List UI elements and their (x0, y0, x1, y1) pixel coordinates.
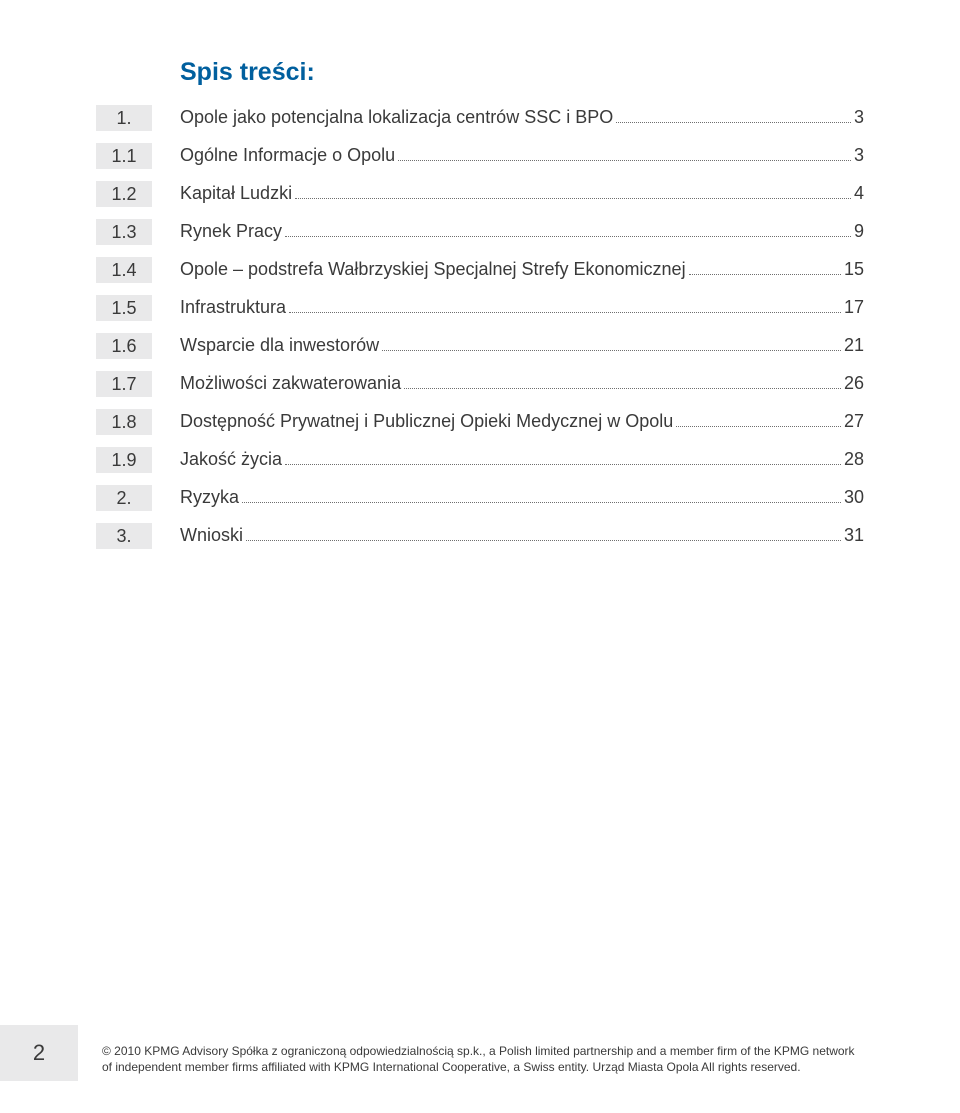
toc-number-box: 3. (96, 523, 152, 549)
toc-leader (246, 523, 841, 541)
toc-row: 1.7 Możliwości zakwaterowania 26 (96, 371, 864, 397)
toc-label: Ryzyka (180, 485, 239, 509)
toc-number-box: 1.1 (96, 143, 152, 169)
toc-title: Spis treści: (180, 58, 864, 87)
toc-row: 3. Wnioski 31 (96, 523, 864, 549)
toc-leader (295, 181, 851, 199)
toc-row: 2. Ryzyka 30 (96, 485, 864, 511)
toc-number-box: 1.2 (96, 181, 152, 207)
toc-label: Infrastruktura (180, 295, 286, 319)
toc-label: Opole jako potencjalna lokalizacja centr… (180, 105, 613, 129)
toc-label: Ogólne Informacje o Opolu (180, 143, 395, 167)
footer: 2 © 2010 KPMG Advisory Spółka z ogranicz… (0, 1025, 960, 1081)
toc-leader (616, 105, 851, 123)
toc-page: 17 (844, 295, 864, 319)
toc-number-box: 1. (96, 105, 152, 131)
toc-label-wrap: Wsparcie dla inwestorów 21 (180, 333, 864, 357)
toc-label-wrap: Możliwości zakwaterowania 26 (180, 371, 864, 395)
toc-label: Możliwości zakwaterowania (180, 371, 401, 395)
toc-number-box: 2. (96, 485, 152, 511)
toc-number-box: 1.5 (96, 295, 152, 321)
toc-leader (404, 371, 841, 389)
toc-row: 1.3 Rynek Pracy 9 (96, 219, 864, 245)
toc-row: 1.2 Kapitał Ludzki 4 (96, 181, 864, 207)
toc-row: 1.5 Infrastruktura 17 (96, 295, 864, 321)
toc-row: 1.8 Dostępność Prywatnej i Publicznej Opi… (96, 409, 864, 435)
toc-page: 30 (844, 485, 864, 509)
toc-label-wrap: Rynek Pracy 9 (180, 219, 864, 243)
toc-page: 28 (844, 447, 864, 471)
toc-number-box: 1.3 (96, 219, 152, 245)
toc-number-box: 1.6 (96, 333, 152, 359)
toc-label-wrap: Opole – podstrefa Wałbrzyskiej Specjalne… (180, 257, 864, 281)
toc-page: 9 (854, 219, 864, 243)
toc-page: 4 (854, 181, 864, 205)
toc-page: 3 (854, 143, 864, 167)
toc-label-wrap: Ryzyka 30 (180, 485, 864, 509)
toc-label: Wsparcie dla inwestorów (180, 333, 379, 357)
toc-number-box: 1.9 (96, 447, 152, 473)
page: Spis treści: 1. Opole jako potencjalna lo… (0, 0, 960, 1113)
toc-label: Kapitał Ludzki (180, 181, 292, 205)
toc-label: Jakość życia (180, 447, 282, 471)
toc-row: 1. Opole jako potencjalna lokalizacja cen… (96, 105, 864, 131)
toc-row: 1.6 Wsparcie dla inwestorów 21 (96, 333, 864, 359)
toc-label-wrap: Opole jako potencjalna lokalizacja centr… (180, 105, 864, 129)
toc-page: 15 (844, 257, 864, 281)
toc-page: 27 (844, 409, 864, 433)
toc-page: 31 (844, 523, 864, 547)
toc-label-wrap: Infrastruktura 17 (180, 295, 864, 319)
toc-number-box: 1.7 (96, 371, 152, 397)
toc-label-wrap: Ogólne Informacje o Opolu 3 (180, 143, 864, 167)
toc-row: 1.1 Ogólne Informacje o Opolu 3 (96, 143, 864, 169)
toc-label-wrap: Dostępność Prywatnej i Publicznej Opieki… (180, 409, 864, 433)
toc-label: Wnioski (180, 523, 243, 547)
footer-copyright: © 2010 KPMG Advisory Spółka z ograniczon… (102, 1043, 960, 1081)
toc-leader (285, 447, 841, 465)
toc-label: Dostępność Prywatnej i Publicznej Opieki… (180, 409, 673, 433)
page-number-box: 2 (0, 1025, 78, 1081)
toc-row: 1.4 Opole – podstrefa Wałbrzyskiej Specja… (96, 257, 864, 283)
toc-label: Opole – podstrefa Wałbrzyskiej Specjalne… (180, 257, 686, 281)
toc-page: 26 (844, 371, 864, 395)
toc-page: 3 (854, 105, 864, 129)
toc-leader (676, 409, 841, 427)
toc-row: 1.9 Jakość życia 28 (96, 447, 864, 473)
toc-leader (242, 485, 841, 503)
page-number: 2 (33, 1040, 45, 1066)
toc-leader (285, 219, 851, 237)
toc-leader (289, 295, 841, 313)
toc-leader (398, 143, 851, 161)
toc-page: 21 (844, 333, 864, 357)
toc-list: 1. Opole jako potencjalna lokalizacja cen… (96, 105, 864, 549)
toc-leader (382, 333, 841, 351)
toc-label-wrap: Jakość życia 28 (180, 447, 864, 471)
toc-label: Rynek Pracy (180, 219, 282, 243)
toc-label-wrap: Wnioski 31 (180, 523, 864, 547)
toc-number-box: 1.4 (96, 257, 152, 283)
toc-number-box: 1.8 (96, 409, 152, 435)
toc-label-wrap: Kapitał Ludzki 4 (180, 181, 864, 205)
toc-leader (689, 257, 841, 275)
